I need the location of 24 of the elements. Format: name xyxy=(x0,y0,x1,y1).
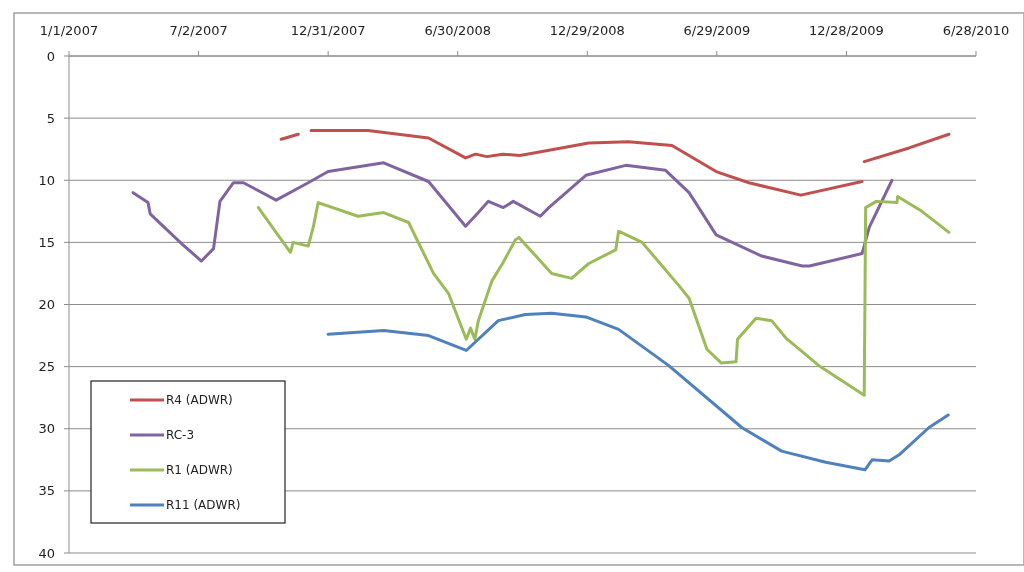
y-tick-label: 20 xyxy=(38,297,55,313)
y-tick-label: 15 xyxy=(38,234,55,250)
line-series xyxy=(256,194,951,397)
x-tick-label: 6/30/2008 xyxy=(424,23,492,38)
y-tick-label: 30 xyxy=(38,421,55,437)
legend-label: RC-3 xyxy=(166,428,195,443)
x-tick-label: 7/2/2007 xyxy=(169,23,228,38)
legend-label: R4 (ADWR) xyxy=(166,393,233,408)
y-tick-label: 25 xyxy=(38,359,55,375)
y-tick-label: 5 xyxy=(46,110,55,126)
x-tick-label: 1/1/2007 xyxy=(39,23,99,38)
legend-label: R1 (ADWR) xyxy=(166,463,233,478)
y-tick-label: 40 xyxy=(38,545,55,561)
x-tick-label: 12/28/2009 xyxy=(808,23,884,38)
line-series xyxy=(326,311,950,472)
x-tick-label: 6/29/2009 xyxy=(683,23,751,38)
line-series xyxy=(131,161,894,268)
x-tick-label: 6/28/2010 xyxy=(942,23,1010,38)
y-tick-label: 10 xyxy=(38,172,55,188)
y-tick-label: 0 xyxy=(46,48,55,64)
x-tick-label: 12/31/2007 xyxy=(290,23,366,38)
x-tick-label: 12/29/2008 xyxy=(549,23,625,38)
y-tick-label: 35 xyxy=(38,483,55,499)
legend-label: R11 (ADWR) xyxy=(166,498,241,513)
